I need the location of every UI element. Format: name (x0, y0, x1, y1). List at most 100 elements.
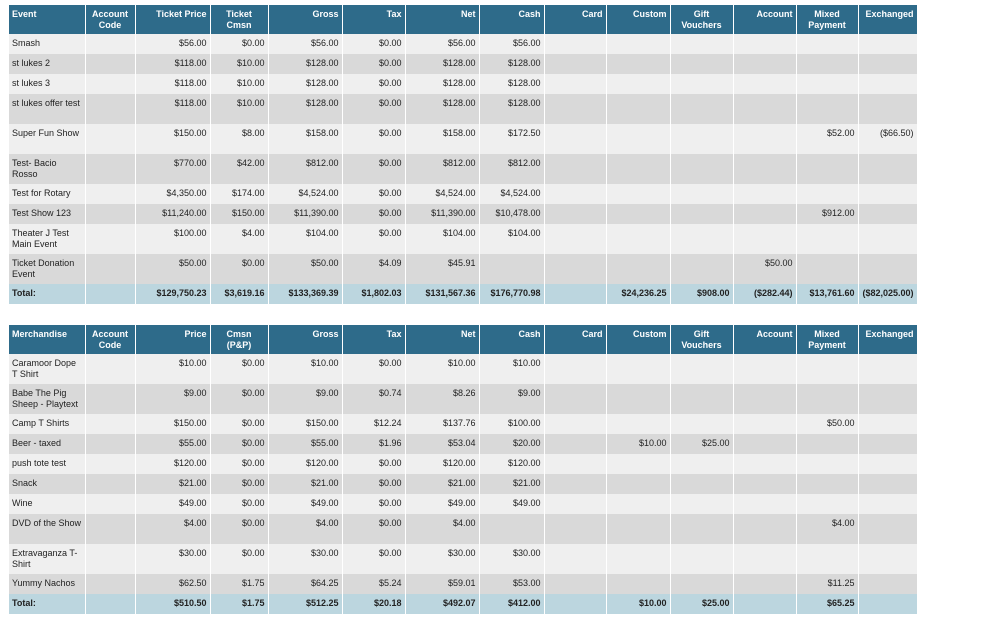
value-cell (858, 494, 918, 514)
table-row: Super Fun Show $150.00 $8.00 $158.00 $0.00 $1… (9, 124, 918, 154)
value-cell: $0.00 (342, 224, 406, 254)
value-cell (796, 224, 859, 254)
column-header: Account (733, 5, 797, 34)
value-cell (85, 94, 136, 124)
value-cell: $128.00 (405, 94, 480, 124)
value-cell: $0.00 (342, 74, 406, 94)
value-cell (85, 384, 136, 414)
table-row: Test for Rotary $4,350.00 $174.00 $4,524.00… (9, 184, 918, 204)
value-cell (606, 494, 671, 514)
value-cell: $4,524.00 (405, 184, 480, 204)
value-cell: $21.00 (479, 474, 545, 494)
row-name-cell: Wine (9, 494, 86, 514)
value-cell (733, 54, 797, 74)
value-cell: $4.00 (210, 224, 269, 254)
value-cell (858, 454, 918, 474)
row-name-cell: Test Show 123 (9, 204, 86, 224)
value-cell (544, 154, 607, 184)
value-cell (85, 434, 136, 454)
value-cell (733, 124, 797, 154)
value-cell: $150.00 (135, 414, 211, 434)
value-cell: $0.00 (342, 204, 406, 224)
value-cell: $50.00 (268, 254, 343, 284)
value-cell: $4.00 (268, 514, 343, 544)
value-cell (544, 184, 607, 204)
value-cell (85, 154, 136, 184)
value-cell (85, 354, 136, 384)
value-cell (85, 184, 136, 204)
total-value-cell: $131,567.36 (405, 284, 480, 304)
value-cell (733, 204, 797, 224)
value-cell: $0.00 (210, 454, 269, 474)
column-header: Tax (342, 325, 406, 354)
value-cell: $53.00 (479, 574, 545, 594)
row-name-cell: push tote test (9, 454, 86, 474)
value-cell (796, 54, 859, 74)
value-cell: $42.00 (210, 154, 269, 184)
column-header: Merchandise (9, 325, 86, 354)
value-cell (796, 384, 859, 414)
value-cell (796, 184, 859, 204)
value-cell (670, 414, 734, 434)
value-cell (85, 454, 136, 474)
value-cell (479, 254, 545, 284)
value-cell: $4.00 (135, 514, 211, 544)
table-row: Yummy Nachos $62.50 $1.75 $64.25 $5.24 $59.01… (9, 574, 918, 594)
total-value-cell: $510.50 (135, 594, 211, 614)
value-cell: $4.00 (796, 514, 859, 544)
value-cell (796, 474, 859, 494)
value-cell: $10.00 (210, 74, 269, 94)
value-cell: $118.00 (135, 74, 211, 94)
total-value-cell: $908.00 (670, 284, 734, 304)
value-cell: $56.00 (479, 34, 545, 54)
value-cell (670, 224, 734, 254)
value-cell (606, 354, 671, 384)
value-cell (85, 224, 136, 254)
total-value-cell: $24,236.25 (606, 284, 671, 304)
column-header: Gross (268, 325, 343, 354)
value-cell: $172.50 (479, 124, 545, 154)
value-cell: $11,390.00 (405, 204, 480, 224)
value-cell: $9.00 (479, 384, 545, 414)
row-name-cell: Babe The Pig Sheep - Playtext (9, 384, 86, 414)
value-cell (85, 74, 136, 94)
column-header: Card (544, 325, 607, 354)
value-cell: $10.00 (210, 54, 269, 74)
total-value-cell: ($82,025.00) (858, 284, 918, 304)
value-cell (733, 224, 797, 254)
value-cell: $55.00 (135, 434, 211, 454)
table-row: st lukes offer test $118.00 $10.00 $128.00 $… (9, 94, 918, 124)
value-cell: $9.00 (268, 384, 343, 414)
value-cell (670, 154, 734, 184)
value-cell: $0.00 (210, 434, 269, 454)
table-row: push tote test $120.00 $0.00 $120.00 $0.00 $1… (9, 454, 918, 474)
value-cell (733, 544, 797, 574)
value-cell (858, 224, 918, 254)
value-cell: $128.00 (479, 74, 545, 94)
value-cell (796, 154, 859, 184)
table-row: Snack $21.00 $0.00 $21.00 $0.00 $21.00 $21.00 (9, 474, 918, 494)
value-cell: $100.00 (135, 224, 211, 254)
value-cell: $120.00 (135, 454, 211, 474)
value-cell: $59.01 (405, 574, 480, 594)
table-row: DVD of the Show $4.00 $0.00 $4.00 $0.00 $4.00… (9, 514, 918, 544)
value-cell (670, 124, 734, 154)
value-cell (858, 514, 918, 544)
value-cell: $9.00 (135, 384, 211, 414)
value-cell (606, 454, 671, 474)
column-header: Mixed Payment (796, 5, 859, 34)
value-cell: $104.00 (268, 224, 343, 254)
row-name-cell: Extravaganza T-Shirt (9, 544, 86, 574)
table-row: Theater J Test Main Event $100.00 $4.00 $10… (9, 224, 918, 254)
row-name-cell: Beer - taxed (9, 434, 86, 454)
value-cell: $0.00 (210, 514, 269, 544)
column-header: Account Code (85, 5, 136, 34)
value-cell (670, 54, 734, 74)
value-cell: $11,390.00 (268, 204, 343, 224)
value-cell: $45.91 (405, 254, 480, 284)
value-cell: $10.00 (405, 354, 480, 384)
value-cell: $21.00 (135, 474, 211, 494)
row-name-cell: Camp T Shirts (9, 414, 86, 434)
value-cell (606, 204, 671, 224)
value-cell (858, 154, 918, 184)
